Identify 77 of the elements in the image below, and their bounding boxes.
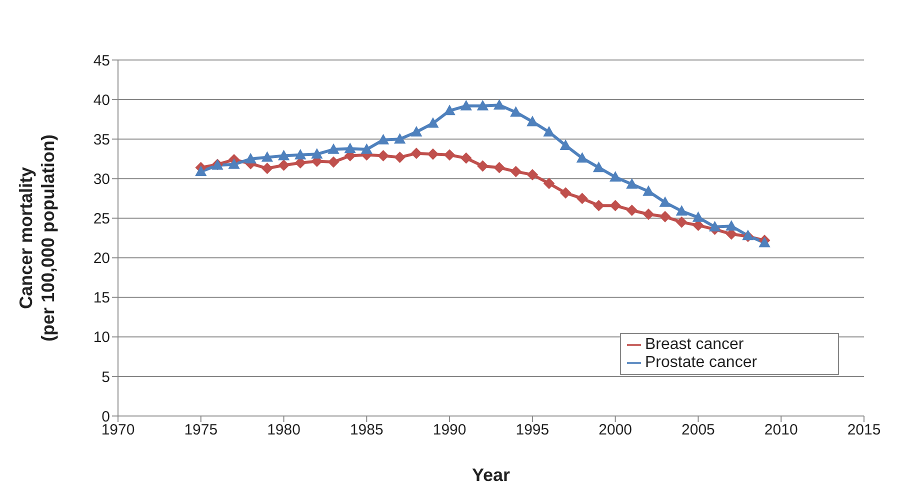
- point: [676, 206, 688, 216]
- x-tick-label: 2000: [598, 422, 632, 439]
- y-tick-label: 25: [93, 210, 110, 228]
- x-tick-label: 1975: [184, 422, 218, 439]
- point: [576, 192, 588, 204]
- point: [394, 134, 406, 144]
- point: [642, 186, 654, 196]
- point: [560, 187, 572, 198]
- point: [494, 100, 505, 110]
- point: [444, 105, 456, 116]
- point: [526, 169, 538, 180]
- point: [410, 148, 422, 159]
- point: [593, 200, 604, 212]
- point: [510, 106, 522, 117]
- point: [228, 158, 240, 169]
- y-tick-label: 10: [93, 329, 110, 346]
- point: [378, 150, 389, 162]
- point: [726, 220, 737, 231]
- point: [759, 237, 770, 248]
- x-tick-label: 2010: [764, 422, 798, 439]
- point: [328, 156, 340, 168]
- x-axis-title: Year: [472, 465, 510, 485]
- point: [444, 149, 456, 160]
- point: [294, 149, 306, 160]
- y-tick-label: 15: [93, 290, 110, 307]
- point: [328, 144, 340, 154]
- x-tick-label: 1985: [350, 422, 384, 439]
- point: [692, 212, 704, 222]
- x-tick-label: 2015: [847, 422, 881, 439]
- point: [660, 196, 671, 207]
- point: [460, 100, 472, 110]
- point: [610, 172, 621, 182]
- point: [560, 140, 572, 150]
- y-tick-label: 20: [93, 250, 110, 268]
- point: [593, 162, 604, 172]
- y-tick-label: 40: [93, 92, 110, 109]
- y-tick-label: 35: [93, 131, 110, 148]
- legend-label: Prostate cancer: [645, 354, 758, 371]
- point: [195, 166, 206, 176]
- point: [427, 148, 438, 160]
- legend-label: Breast cancer: [645, 336, 744, 353]
- point: [427, 118, 438, 128]
- point: [394, 152, 406, 163]
- point: [544, 126, 555, 136]
- x-tick-label: 1995: [516, 422, 550, 439]
- point: [262, 152, 273, 162]
- point: [526, 116, 538, 126]
- point: [626, 178, 638, 189]
- point: [510, 166, 522, 178]
- point: [378, 134, 389, 144]
- point: [477, 160, 488, 172]
- x-tick-label: 1980: [267, 422, 300, 439]
- point: [660, 211, 671, 222]
- point: [626, 204, 638, 216]
- y-tick-label: 5: [102, 368, 110, 386]
- point: [676, 216, 688, 228]
- point: [344, 143, 356, 154]
- y-tick-label: 30: [93, 170, 110, 188]
- point: [278, 160, 290, 171]
- point: [544, 178, 555, 189]
- point: [494, 162, 505, 174]
- point: [477, 100, 488, 110]
- point: [610, 200, 621, 212]
- point: [709, 221, 720, 232]
- point: [361, 144, 372, 154]
- y-tick-label: 45: [93, 52, 110, 70]
- y-axis-title: Cancer mortality (per 100,000 population): [16, 134, 58, 342]
- point: [311, 148, 322, 159]
- point: [576, 152, 588, 163]
- point: [460, 152, 472, 164]
- point: [245, 153, 256, 164]
- x-tick-label: 2005: [682, 422, 715, 439]
- point: [642, 208, 654, 220]
- x-tick-label: 1990: [432, 422, 466, 439]
- point: [410, 126, 422, 136]
- point: [262, 162, 273, 174]
- point: [278, 150, 290, 160]
